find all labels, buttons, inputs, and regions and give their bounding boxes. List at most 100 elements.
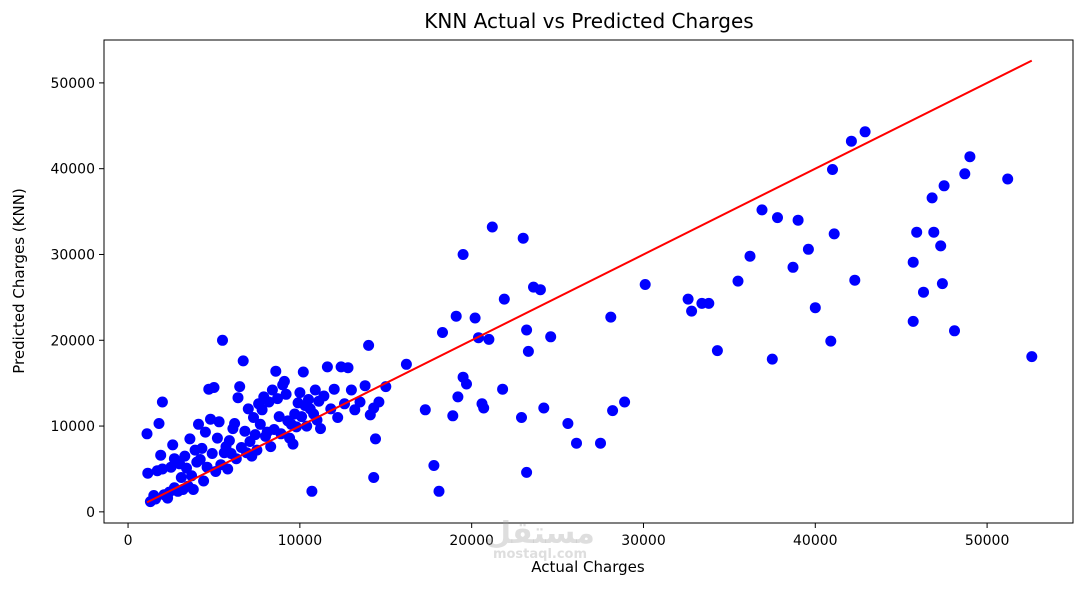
x-tick-label: 30000 [621, 533, 666, 549]
data-point [450, 310, 462, 322]
data-point [907, 315, 919, 327]
data-point [256, 404, 268, 416]
data-point [175, 472, 187, 483]
y-tick-label: 50000 [50, 76, 95, 92]
data-point [373, 396, 385, 408]
data-point [156, 396, 168, 408]
data-point [521, 466, 533, 478]
y-axis-label: Predicted Charges (KNN) [10, 188, 28, 374]
data-point [187, 484, 199, 495]
data-point [756, 204, 768, 216]
data-point [918, 286, 929, 298]
data-point [196, 442, 208, 454]
data-point [328, 383, 340, 395]
data-point [217, 334, 228, 346]
data-point [571, 437, 582, 449]
data-point [315, 423, 326, 435]
data-point [294, 387, 306, 399]
data-point [278, 375, 290, 387]
data-point [309, 384, 321, 396]
data-point [772, 212, 783, 224]
data-point [270, 365, 282, 377]
data-point [732, 275, 744, 287]
data-point [926, 192, 938, 204]
data-point [263, 396, 275, 408]
data-point [538, 402, 550, 414]
data-point [165, 461, 177, 473]
data-point [266, 384, 278, 396]
data-point [959, 168, 971, 180]
data-point [311, 414, 323, 426]
data-point [248, 412, 259, 423]
data-point [370, 433, 381, 445]
data-point [199, 426, 211, 438]
data-point [153, 418, 165, 429]
y-tick-label: 30000 [50, 247, 95, 263]
data-point [156, 463, 168, 475]
data-point [859, 126, 871, 138]
data-point [517, 232, 529, 244]
data-point [306, 485, 318, 497]
data-point [452, 391, 464, 403]
data-point [483, 333, 495, 345]
data-point [419, 404, 431, 416]
data-point [703, 297, 715, 309]
data-point [272, 393, 283, 405]
data-point [206, 448, 218, 459]
data-point [469, 312, 481, 324]
data-point [964, 151, 976, 163]
data-point [825, 335, 837, 347]
data-point [498, 293, 510, 305]
data-point [193, 418, 204, 430]
data-point [686, 305, 698, 317]
data-point [167, 439, 179, 451]
data-point [497, 383, 509, 395]
data-point [349, 404, 361, 416]
data-point [359, 380, 371, 392]
data-point [521, 324, 533, 336]
data-point [296, 411, 308, 423]
data-point [619, 396, 631, 408]
data-point [545, 331, 557, 343]
data-point [534, 284, 546, 296]
data-point [280, 388, 292, 400]
data-point [184, 433, 196, 445]
data-point [208, 382, 220, 393]
data-point [787, 261, 799, 273]
data-point [400, 358, 412, 370]
data-point [766, 353, 778, 365]
data-point [935, 240, 947, 252]
data-point [457, 249, 469, 260]
ideal-fit-line [146, 59, 1033, 504]
data-point [1026, 351, 1038, 363]
data-point [229, 418, 241, 429]
data-point [1002, 173, 1014, 185]
data-point [249, 429, 261, 441]
data-point [332, 412, 344, 423]
y-tick-label: 10000 [50, 419, 95, 435]
data-point [237, 355, 249, 367]
data-point [179, 450, 191, 462]
data-point [222, 463, 234, 475]
data-point [273, 411, 285, 423]
data-point [254, 418, 266, 430]
data-point [194, 454, 206, 465]
data-point [437, 327, 448, 338]
data-point [232, 392, 244, 404]
data-point [239, 425, 251, 437]
data-point [318, 390, 330, 402]
data-point [265, 441, 277, 453]
data-point [809, 302, 821, 314]
data-point [938, 180, 950, 192]
data-point [368, 472, 380, 483]
data-point [911, 226, 923, 238]
data-point [478, 402, 490, 414]
data-point [936, 278, 948, 290]
x-axis-label: Actual Charges [531, 558, 645, 576]
data-point [198, 475, 210, 487]
data-point [845, 135, 857, 147]
data-point [928, 226, 940, 238]
data-point [141, 428, 153, 440]
